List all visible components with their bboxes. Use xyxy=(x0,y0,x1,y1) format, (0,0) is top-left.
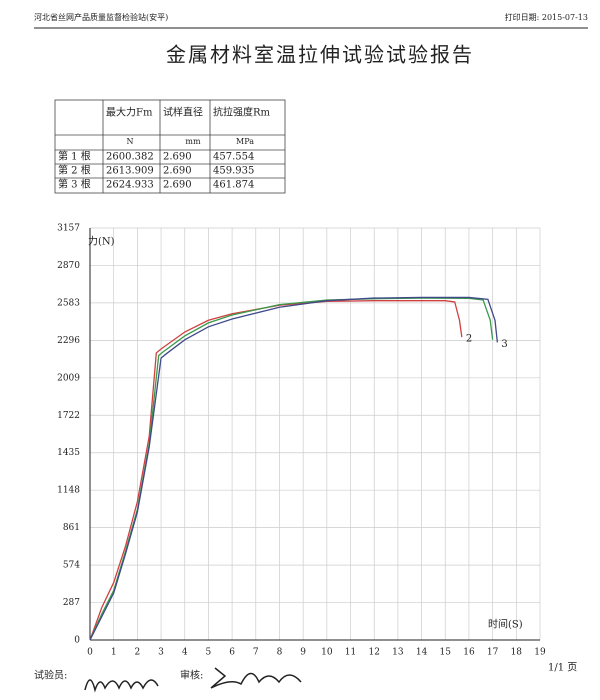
table-grid xyxy=(54,99,286,194)
x-tick-label: 12 xyxy=(368,648,379,658)
table-cell: 2.690 xyxy=(163,166,192,177)
series-line xyxy=(89,296,499,641)
x-tick-label: 6 xyxy=(229,648,235,658)
x-tick-label: 13 xyxy=(392,648,404,658)
table-cell: 2.690 xyxy=(163,180,192,191)
y-tick-label: 3157 xyxy=(57,224,80,234)
y-tick-label: 287 xyxy=(63,598,80,608)
x-tick-label: 9 xyxy=(300,648,306,658)
table-cell: 第 1 根 xyxy=(58,150,91,163)
x-tick-label: 5 xyxy=(206,648,212,658)
report-title: 金属材料室温拉伸试验试验报告 xyxy=(166,43,474,67)
y-tick-label: 2009 xyxy=(57,373,80,383)
tester-label: 试验员: xyxy=(34,669,67,682)
x-tick-label: 10 xyxy=(321,648,333,658)
table-cell: 第 2 根 xyxy=(58,164,91,177)
series-label: 2 xyxy=(466,334,472,345)
page-number: 1/1 页 xyxy=(548,662,577,674)
x-tick-label: 8 xyxy=(277,648,283,658)
table-unit: N xyxy=(127,137,134,146)
y-tick-label: 2583 xyxy=(57,298,80,308)
signature xyxy=(84,679,159,693)
y-tick-label: 2870 xyxy=(57,261,80,271)
x-tick-label: 2 xyxy=(135,648,141,658)
x-tick-label: 7 xyxy=(253,648,259,658)
table-cell: 2624.933 xyxy=(106,180,154,191)
y-tick-label: 574 xyxy=(63,561,80,571)
table-header: 试样直径 xyxy=(163,106,203,119)
y-tick-label: 1148 xyxy=(57,486,80,496)
x-tick-label: 19 xyxy=(534,648,546,658)
table-cell: 2613.909 xyxy=(106,166,154,177)
series-label: 3 xyxy=(501,339,507,350)
print-date: 打印日期: 2015-07-13 xyxy=(505,12,588,22)
x-tick-label: 0 xyxy=(87,648,93,658)
table-unit: MPa xyxy=(236,137,254,146)
x-tick-label: 15 xyxy=(440,648,452,658)
signature xyxy=(210,667,302,689)
table-cell: 第 3 根 xyxy=(58,178,91,191)
y-tick-label: 1722 xyxy=(57,411,80,421)
table-header: 最大力Fm xyxy=(106,106,153,119)
table-cell: 2.690 xyxy=(163,152,192,163)
table-cell: 457.554 xyxy=(213,152,254,163)
table-header: 抗拉强度Rm xyxy=(213,106,271,119)
table-cell: 459.935 xyxy=(213,166,254,177)
table-cell: 2600.382 xyxy=(106,152,154,163)
table-cell: 461.874 xyxy=(213,180,254,191)
x-tick-label: 14 xyxy=(416,648,428,658)
table-unit: mm xyxy=(185,137,201,146)
x-tick-label: 3 xyxy=(158,648,164,658)
x-tick-label: 1 xyxy=(111,648,117,658)
series-line xyxy=(89,300,463,641)
y-tick-label: 0 xyxy=(74,636,80,646)
reviewer-label: 审核: xyxy=(180,669,203,682)
y-tick-label: 861 xyxy=(63,523,80,533)
x-axis-label: 时间(S) xyxy=(488,618,523,631)
x-tick-label: 17 xyxy=(487,648,499,658)
x-tick-label: 18 xyxy=(511,648,523,658)
series-line xyxy=(89,297,494,641)
x-tick-label: 11 xyxy=(345,648,356,658)
x-tick-label: 16 xyxy=(463,648,475,658)
y-axis-label: 力(N) xyxy=(88,235,115,248)
org-name: 河北省丝网产品质量监督检验站(安平) xyxy=(34,12,168,22)
y-tick-label: 1435 xyxy=(57,448,80,458)
x-tick-label: 4 xyxy=(182,648,188,658)
y-tick-label: 2296 xyxy=(57,336,80,346)
